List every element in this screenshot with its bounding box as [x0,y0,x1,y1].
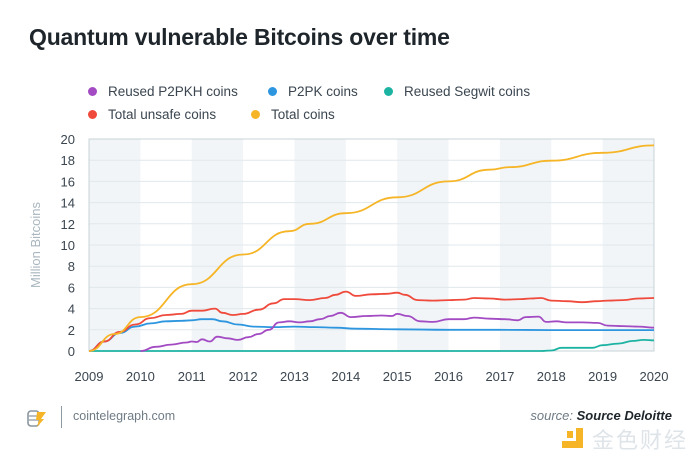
watermark-text: 金色财经 [591,429,688,454]
x-tick-label: 2020 [640,369,669,384]
footer-site-link[interactable]: cointelegraph.com [73,409,176,423]
y-tick-label: 8 [68,259,75,274]
x-tick-label: 2016 [434,369,463,384]
y-tick-label: 12 [61,217,75,232]
y-tick-label: 14 [61,196,75,211]
legend-swatch [268,87,277,96]
y-tick-label: 18 [61,153,75,168]
legend-item-reused-p2pkh: Reused P2PKH coins [88,84,238,99]
x-tick-label: 2017 [485,369,514,384]
x-tick-label: 2015 [383,369,412,384]
watermark: 金色财经 [561,423,688,455]
x-axis-ticks: 2009 2010 2011 2012 2013 2014 2015 2016 2017 2018… [75,369,669,384]
series-line-p2pk-coins [88,318,654,352]
x-tick-label: 2012 [229,369,258,384]
cointelegraph-logo-icon [26,407,46,427]
y-tick-label: 10 [61,238,75,253]
series-lines [88,144,655,352]
source-name: Source Deloitte [576,408,672,423]
legend-swatch [88,87,97,96]
source-credit: source: Source Deloitte [530,408,672,423]
y-tick-label: 4 [68,302,75,317]
series-line-total-unsafe-coins [88,290,655,352]
y-axis-ticks: 0 2 4 6 8 10 12 14 16 18 20 [61,132,75,359]
watermark-logo-icon [561,428,584,450]
y-axis-label: Million Bitcoins [28,202,43,288]
legend-label: Total unsafe coins [108,107,217,122]
legend-label: Total coins [271,107,335,122]
legend-item-total-unsafe: Total unsafe coins [88,107,216,122]
series-line-reused-segwit-coins [88,339,655,352]
series-line-reused-p2pkh-coins [140,311,655,352]
y-tick-label: 0 [68,344,75,359]
legend-item-p2pk: P2PK coins [268,84,358,99]
x-tick-label: 2009 [75,369,104,384]
x-tick-label: 2013 [280,369,309,384]
legend-swatch [88,110,97,119]
x-tick-label: 2011 [178,369,206,384]
legend-swatch [384,87,393,96]
y-tick-label: 16 [61,174,75,189]
legend-swatch [251,110,260,119]
footer-divider [61,406,62,428]
legend-label: P2PK coins [288,84,358,99]
x-tick-label: 2019 [588,369,617,384]
x-tick-label: 2014 [331,369,360,384]
y-tick-label: 2 [68,323,75,338]
chart-title: Quantum vulnerable Bitcoins over time [29,24,450,50]
y-tick-label: 20 [61,132,75,147]
legend-label: Reused Segwit coins [404,84,531,99]
x-tick-label: 2018 [537,369,566,384]
y-tick-label: 6 [68,280,75,295]
x-tick-label: 2010 [126,369,155,384]
legend-label: Reused P2PKH coins [108,84,238,99]
legend-item-reused-segwit: Reused Segwit coins [384,84,530,99]
source-prefix: source: [530,408,577,423]
legend-item-total-coins: Total coins [251,107,335,122]
series-line-total-coins [88,144,655,352]
gridlines [89,138,654,352]
